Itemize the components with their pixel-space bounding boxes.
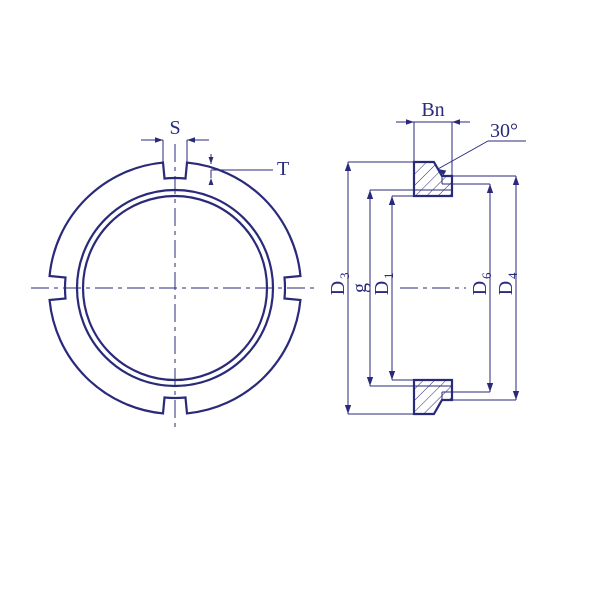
svg-text:4: 4	[505, 272, 520, 279]
svg-text:Bn: Bn	[421, 99, 444, 121]
svg-text:D: D	[495, 281, 517, 295]
svg-text:g: g	[349, 283, 371, 293]
svg-text:1: 1	[381, 273, 396, 280]
svg-text:D: D	[469, 281, 491, 295]
svg-text:D: D	[371, 281, 393, 295]
svg-text:T: T	[277, 158, 289, 180]
svg-text:30°: 30°	[490, 120, 518, 142]
svg-text:S: S	[169, 117, 180, 139]
svg-text:3: 3	[337, 273, 352, 280]
svg-text:D: D	[327, 281, 349, 295]
svg-text:6: 6	[479, 272, 494, 279]
